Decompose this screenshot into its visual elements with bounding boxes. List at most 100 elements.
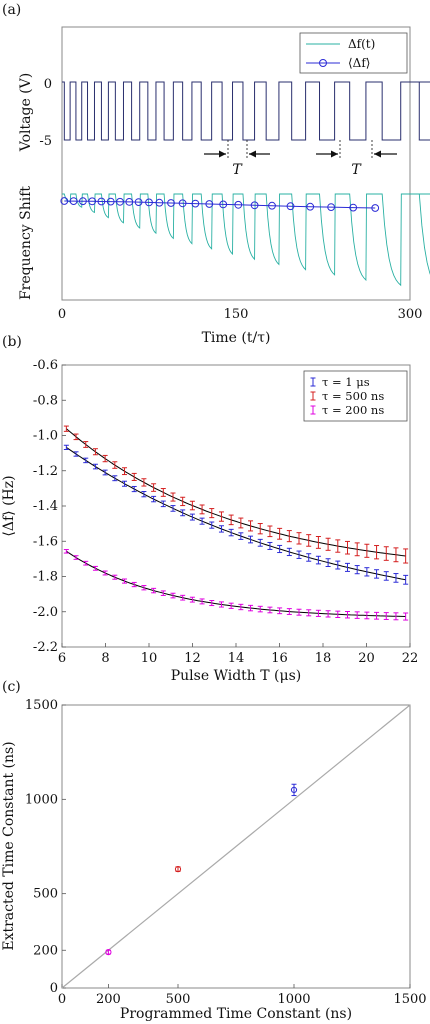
- panel-a-xtick-150: 150: [224, 307, 249, 322]
- mean-shift-marker: [79, 197, 87, 206]
- panel-b-ytick-label: -1.2: [33, 464, 58, 479]
- mean-shift-marker: [219, 200, 228, 209]
- mean-shift-marker: [178, 199, 187, 208]
- panel-b-ytick-label: -2.2: [33, 640, 58, 655]
- panel-b-xtick-label: 16: [271, 651, 288, 666]
- legend-label: τ = 200 ns: [322, 403, 384, 417]
- panel-b-ytick-label: -1.8: [33, 570, 58, 585]
- panel-c-ytick-label: 0: [50, 981, 58, 996]
- mean-shift-marker: [88, 197, 97, 206]
- panel-b-ytick-label: -2.0: [33, 605, 58, 620]
- mean-shift-marker: [167, 199, 175, 207]
- mean-shift-marker: [69, 197, 78, 206]
- mean-shift-marker: [205, 200, 214, 208]
- panel-b-xtick-label: 22: [402, 651, 419, 666]
- panel-b-xtick-label: 6: [58, 651, 66, 666]
- panel-c-frame: [61, 704, 411, 989]
- panel-c-xtick-label: 500: [166, 992, 191, 1007]
- identity-reference-line: [61, 704, 411, 989]
- mean-shift-marker: [116, 197, 124, 206]
- pulse-width-annotation-2: T: [316, 140, 397, 178]
- panel-b-ytick-label: -1.0: [33, 429, 58, 444]
- panel-c-xtick-label: 200: [96, 992, 121, 1007]
- fit-curve-1: [66, 428, 406, 557]
- panel-c-xtick-label: 1500: [393, 992, 426, 1007]
- panel-b-label: (b): [2, 334, 22, 350]
- panel-a-frame: [61, 26, 411, 301]
- panel-c-ytick-label: 500: [33, 887, 58, 902]
- panel-c-points: [105, 783, 298, 956]
- panel-b-ytick-label: -1.6: [33, 534, 58, 549]
- legend-label-frequency: Δf(t): [348, 37, 375, 51]
- panel-b-legend: τ = 1 μsτ = 500 nsτ = 200 ns: [303, 370, 408, 422]
- mean-shift-marker: [191, 199, 200, 208]
- panel-a-xlabel: Time (t/τ): [202, 330, 271, 346]
- panel-b-ytick-label: -0.8: [33, 393, 58, 408]
- mean-shift-marker: [60, 197, 69, 205]
- panel-b-ylabel: ⟨Δf⟩ (Hz): [1, 475, 17, 536]
- mean-shift-marker: [268, 201, 276, 210]
- legend-label: τ = 1 μs: [322, 375, 370, 389]
- mean-shift-marker: [125, 198, 134, 206]
- panel-b-xtick-label: 14: [228, 651, 245, 666]
- data-point: [105, 949, 112, 956]
- voltage-tick-minus5: -5: [39, 134, 52, 149]
- panel-b-xtick-label: 10: [141, 651, 158, 666]
- panel-a: Voltage (V) Frequency Shift 0 -5 0 150 3…: [18, 26, 430, 346]
- panel-c-ytick-label: 1000: [25, 792, 58, 807]
- panel-a-ylabel-frequency: Frequency Shift: [18, 186, 34, 300]
- mean-shift-markers: [60, 197, 380, 212]
- panel-b-series: [63, 425, 409, 621]
- panel-a-xtick-300: 300: [398, 307, 423, 322]
- panel-c-xticks: 0 200 500 1000 1500: [58, 984, 427, 1007]
- panel-c-xtick-label: 0: [58, 992, 66, 1007]
- mean-shift-marker: [106, 197, 115, 206]
- pulse-width-label-1: T: [232, 162, 243, 178]
- mean-shift-marker: [97, 197, 106, 206]
- panel-b: 6 8 10 12 14 16 18 20 22 -0.6 -0.8 -1.0 -1.2 -1.4 -1.…: [1, 358, 418, 684]
- mean-shift-marker: [234, 200, 243, 209]
- mean-shift-marker: [155, 198, 164, 207]
- panel-b-xtick-label: 12: [184, 651, 201, 666]
- panel-c-ytick-label: 1500: [25, 698, 58, 713]
- mean-shift-marker: [371, 204, 380, 212]
- voltage-tick-0: 0: [44, 77, 52, 92]
- mean-shift-marker: [306, 202, 315, 211]
- data-point: [174, 866, 182, 873]
- panel-b-xtick-label: 18: [315, 651, 332, 666]
- panel-a-label: (a): [2, 2, 21, 18]
- legend-label-mean: ⟨Δf⟩: [348, 56, 370, 70]
- mean-shift-marker: [134, 198, 143, 207]
- frequency-shift-trace: [62, 193, 430, 287]
- panel-c-xlabel: Programmed Time Constant (ns): [120, 1006, 352, 1022]
- panel-b-ytick-label: -0.6: [33, 358, 58, 373]
- pulse-width-annotation-1: T: [204, 140, 270, 178]
- fit-curve-2: [66, 550, 406, 617]
- panel-a-ylabel-voltage: Voltage (V): [18, 73, 34, 152]
- panel-c-ytick-label: 200: [33, 943, 58, 958]
- panel-a-xtick-0: 0: [58, 307, 66, 322]
- panel-b-yticks: -0.6 -0.8 -1.0 -1.2 -1.4 -1.6 -1.8 -2.0 -2.2: [33, 358, 66, 655]
- panel-b-xtick-label: 20: [358, 651, 375, 666]
- panel-c-label: (c): [2, 679, 21, 695]
- mean-shift-marker: [250, 201, 259, 210]
- pulse-width-label-2: T: [351, 162, 362, 178]
- legend-label: τ = 500 ns: [322, 389, 384, 403]
- panel-b-xtick-label: 8: [101, 651, 109, 666]
- data-point: [290, 786, 298, 794]
- panel-a-legend: Δf(t) ⟨Δf⟩: [299, 32, 408, 74]
- panel-c-yticks: 0 200 500 1000 1500: [25, 698, 66, 996]
- panel-c: 0 200 500 1000 1500 0 200 500 1000 1500 Programm…: [1, 698, 427, 1022]
- panel-c-xtick-label: 1000: [277, 992, 310, 1007]
- panel-c-ylabel: Extracted Time Constant (ns): [1, 741, 17, 950]
- mean-shift-marker: [286, 202, 295, 211]
- panel-b-ytick-label: -1.4: [33, 499, 58, 514]
- panel-b-xlabel: Pulse Width T (μs): [171, 668, 302, 684]
- voltage-trace: [62, 81, 430, 141]
- mean-shift-marker: [145, 198, 153, 207]
- mean-shift-marker: [349, 203, 358, 212]
- panel-b-xticks: 6 8 10 12 14 16 18 20 22: [58, 643, 418, 666]
- mean-shift-marker: [327, 203, 336, 212]
- fit-curve-0: [66, 446, 406, 581]
